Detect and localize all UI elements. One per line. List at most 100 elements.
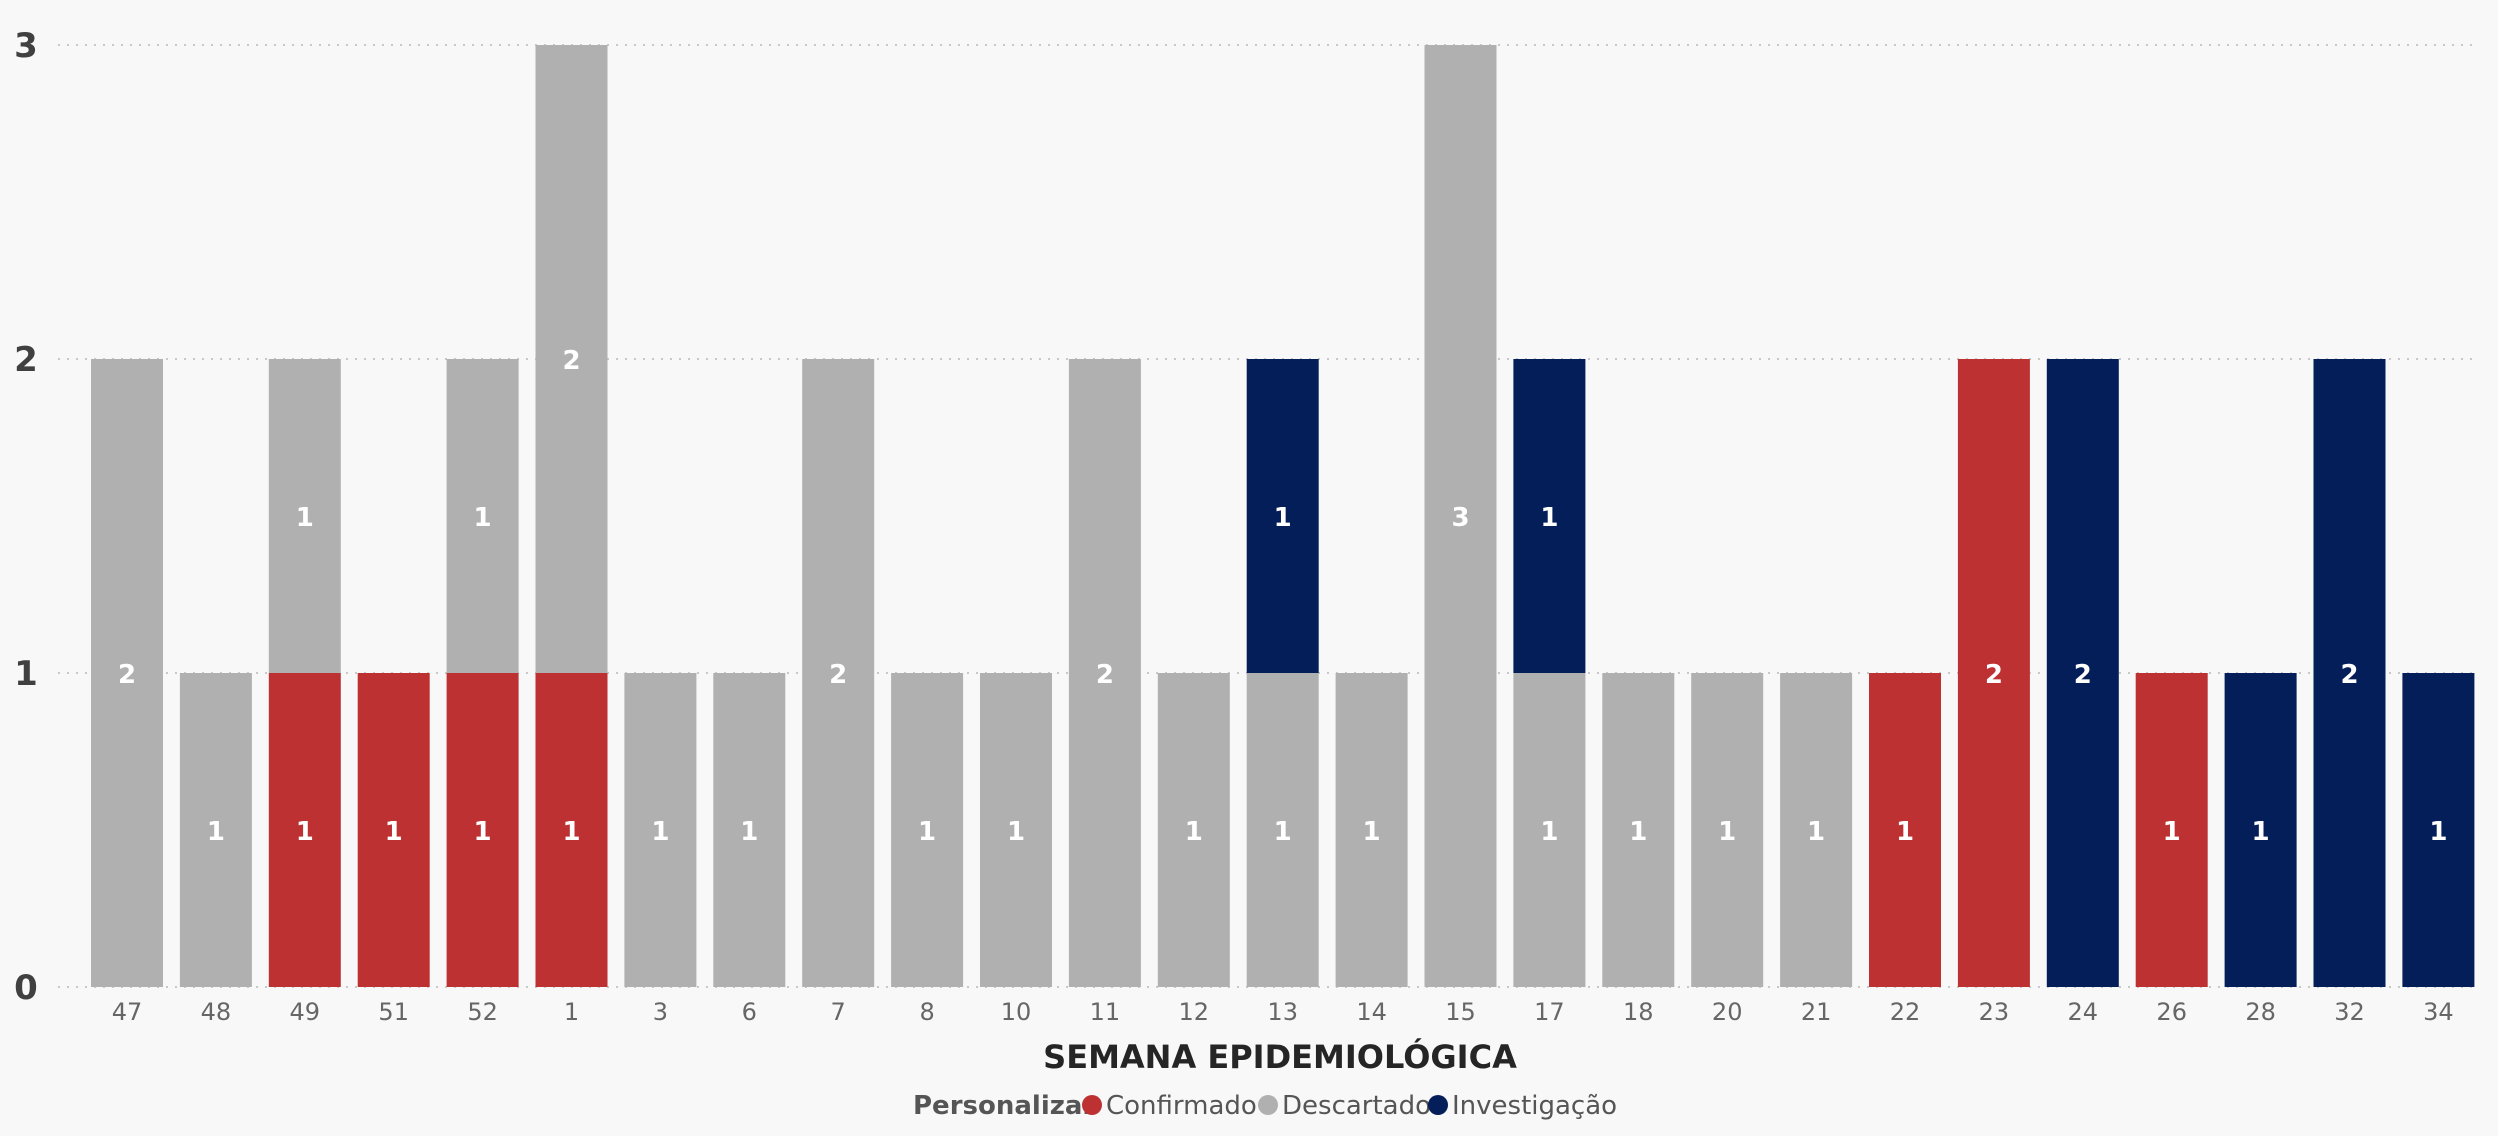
x-tick-label: 18 <box>1623 998 1654 1026</box>
bar-confirmado-26[interactable] <box>2135 673 2208 987</box>
x-tick-label: 48 <box>201 998 232 1026</box>
legend-marker <box>1082 1095 1102 1115</box>
data-label: 1 <box>296 503 314 533</box>
bar-descartado-6[interactable] <box>713 673 786 987</box>
x-axis-title: SEMANA EPIDEMIOLÓGICA <box>1043 1037 1517 1076</box>
data-label: 2 <box>1985 660 2003 690</box>
bar-descartado-18[interactable] <box>1602 673 1675 987</box>
bar-investigação-34[interactable] <box>2402 673 2475 987</box>
data-label: 1 <box>1807 817 1825 847</box>
data-label: 1 <box>1274 503 1292 533</box>
bar-descartado-1[interactable] <box>535 45 608 673</box>
legend-item-confirmado[interactable]: Confirmado <box>1082 1091 1257 1121</box>
bar-investigação-32[interactable] <box>2313 359 2386 987</box>
data-label: 1 <box>651 817 669 847</box>
data-label: 1 <box>1185 817 1203 847</box>
data-label: 2 <box>562 346 580 376</box>
bar-investigação-24[interactable] <box>2046 359 2119 987</box>
x-tick-label: 14 <box>1356 998 1387 1026</box>
data-label: 1 <box>2252 817 2270 847</box>
bar-confirmado-23[interactable] <box>1957 359 2030 987</box>
y-tick-label: 1 <box>14 654 38 694</box>
y-tick-label: 0 <box>14 968 38 1008</box>
bar-confirmado-1[interactable] <box>535 673 608 987</box>
bar-investigação-17[interactable] <box>1513 359 1586 673</box>
data-label: 1 <box>1363 817 1381 847</box>
bar-investigação-13[interactable] <box>1246 359 1319 673</box>
data-label: 1 <box>740 817 758 847</box>
bar-descartado-8[interactable] <box>891 673 964 987</box>
data-label: 1 <box>1540 503 1558 533</box>
bar-descartado-12[interactable] <box>1157 673 1230 987</box>
bar-confirmado-52[interactable] <box>446 673 519 987</box>
y-axis: 0 1 2 3 <box>14 26 38 1008</box>
x-tick-label: 49 <box>290 998 321 1026</box>
bar-investigação-28[interactable] <box>2224 673 2297 987</box>
data-label: 3 <box>1451 503 1469 533</box>
x-tick-label: 8 <box>919 998 934 1026</box>
bar-descartado-10[interactable] <box>980 673 1052 987</box>
data-label: 1 <box>296 817 314 847</box>
data-label: 1 <box>1629 817 1647 847</box>
bar-descartado-13[interactable] <box>1246 673 1319 987</box>
bar-confirmado-22[interactable] <box>1869 673 1941 987</box>
bar-descartado-3[interactable] <box>624 673 697 987</box>
bars <box>91 45 2475 987</box>
legend-label: Confirmado <box>1106 1091 1257 1121</box>
x-tick-label: 24 <box>2068 998 2099 1026</box>
x-tick-label: 12 <box>1179 998 1210 1026</box>
x-tick-label: 47 <box>112 998 143 1026</box>
legend-marker <box>1258 1095 1278 1115</box>
bar-descartado-11[interactable] <box>1068 359 1141 987</box>
x-tick-label: 28 <box>2245 998 2276 1026</box>
x-tick-label: 20 <box>1712 998 1743 1026</box>
bar-descartado-20[interactable] <box>1691 673 1764 987</box>
legend-label: Investigação <box>1452 1091 1617 1121</box>
x-tick-label: 10 <box>1001 998 1032 1026</box>
x-tick-label: 32 <box>2334 998 2365 1026</box>
x-tick-label: 34 <box>2423 998 2454 1026</box>
bar-descartado-48[interactable] <box>179 673 252 987</box>
legend: Personalizar Confirmado Descartado Investig… <box>913 1091 1617 1121</box>
x-tick-label: 11 <box>1090 998 1121 1026</box>
bar-descartado-21[interactable] <box>1780 673 1853 987</box>
bar-descartado-49[interactable] <box>268 359 341 673</box>
y-tick-label: 3 <box>14 26 38 66</box>
bar-descartado-14[interactable] <box>1335 673 1408 987</box>
x-tick-label: 51 <box>378 998 409 1026</box>
y-tick-label: 2 <box>14 340 38 380</box>
data-label: 2 <box>2340 660 2358 690</box>
legend-item-descartado[interactable]: Descartado <box>1258 1091 1431 1121</box>
x-tick-label: 52 <box>467 998 498 1026</box>
data-label: 1 <box>1274 817 1292 847</box>
bar-descartado-47[interactable] <box>91 359 163 987</box>
x-tick-label: 21 <box>1801 998 1832 1026</box>
data-label: 1 <box>207 817 225 847</box>
x-tick-label: 7 <box>831 998 846 1026</box>
data-label: 1 <box>1540 817 1558 847</box>
data-label: 2 <box>829 660 847 690</box>
data-label: 2 <box>1096 660 1114 690</box>
data-label: 1 <box>385 817 403 847</box>
bar-descartado-15[interactable] <box>1424 45 1497 987</box>
legend-item-investigação[interactable]: Investigação <box>1428 1091 1617 1121</box>
bar-descartado-52[interactable] <box>446 359 519 673</box>
x-tick-label: 13 <box>1267 998 1298 1026</box>
x-tick-label: 1 <box>564 998 579 1026</box>
x-tick-label: 23 <box>1979 998 2010 1026</box>
x-tick-label: 3 <box>653 998 668 1026</box>
data-label: 1 <box>918 817 936 847</box>
data-label: 1 <box>1007 817 1025 847</box>
bar-descartado-17[interactable] <box>1513 673 1586 987</box>
x-tick-label: 26 <box>2156 998 2187 1026</box>
x-tick-label: 17 <box>1534 998 1565 1026</box>
x-tick-label: 6 <box>742 998 757 1026</box>
data-label: 1 <box>1896 817 1914 847</box>
data-label: 1 <box>562 817 580 847</box>
bar-confirmado-49[interactable] <box>268 673 341 987</box>
data-label: 2 <box>118 660 136 690</box>
bar-confirmado-51[interactable] <box>357 673 430 987</box>
bar-descartado-7[interactable] <box>802 359 875 987</box>
